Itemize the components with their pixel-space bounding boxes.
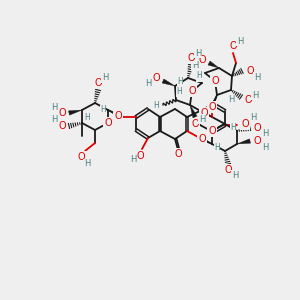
Text: H: H — [230, 124, 236, 133]
Text: O: O — [58, 108, 66, 118]
Text: O: O — [200, 108, 208, 118]
Text: O: O — [253, 136, 261, 146]
Text: H: H — [196, 73, 202, 82]
Text: H: H — [145, 79, 151, 88]
Polygon shape — [237, 139, 250, 144]
Text: O: O — [114, 111, 122, 121]
Text: O: O — [241, 119, 249, 129]
Text: H: H — [196, 70, 202, 80]
Text: O: O — [174, 149, 182, 159]
Text: O: O — [58, 121, 66, 131]
Text: H: H — [176, 88, 182, 97]
Text: O: O — [188, 86, 196, 96]
Text: H: H — [130, 155, 136, 164]
Text: H: H — [84, 113, 90, 122]
Text: H: H — [51, 116, 57, 124]
Text: O: O — [224, 165, 232, 175]
Text: O: O — [104, 118, 112, 128]
Text: H: H — [262, 130, 268, 139]
Text: O: O — [253, 123, 261, 133]
Text: H: H — [195, 49, 201, 58]
Polygon shape — [210, 95, 217, 108]
Text: H: H — [237, 37, 243, 46]
Text: O: O — [246, 66, 254, 76]
Text: H: H — [192, 61, 198, 70]
Text: H: H — [51, 103, 57, 112]
Text: O: O — [136, 151, 144, 161]
Polygon shape — [190, 105, 197, 118]
Text: H: H — [232, 170, 238, 179]
Text: H: H — [250, 113, 256, 122]
Text: O: O — [187, 53, 195, 63]
Text: H: H — [228, 94, 234, 103]
Text: H: H — [100, 106, 106, 115]
Text: O: O — [77, 152, 85, 162]
Text: O: O — [198, 134, 206, 144]
Text: H: H — [177, 77, 183, 86]
Text: O: O — [94, 78, 102, 88]
Text: O: O — [211, 76, 219, 86]
Text: O: O — [198, 55, 206, 65]
Polygon shape — [203, 111, 212, 117]
Polygon shape — [197, 135, 212, 144]
Polygon shape — [108, 110, 123, 119]
Text: H: H — [214, 143, 220, 152]
Text: O: O — [229, 41, 237, 51]
Text: H: H — [153, 100, 159, 109]
Text: O: O — [244, 95, 252, 105]
Text: H: H — [199, 115, 205, 124]
Text: H: H — [262, 142, 268, 152]
Text: H: H — [252, 91, 258, 100]
Text: H: H — [102, 74, 108, 82]
Text: O: O — [208, 126, 216, 136]
Text: O: O — [191, 119, 199, 129]
Polygon shape — [208, 61, 219, 68]
Text: O: O — [152, 73, 160, 83]
Polygon shape — [68, 110, 82, 115]
Text: O: O — [208, 102, 216, 112]
Text: H: H — [254, 73, 260, 82]
Polygon shape — [162, 79, 175, 86]
Text: H: H — [84, 160, 90, 169]
